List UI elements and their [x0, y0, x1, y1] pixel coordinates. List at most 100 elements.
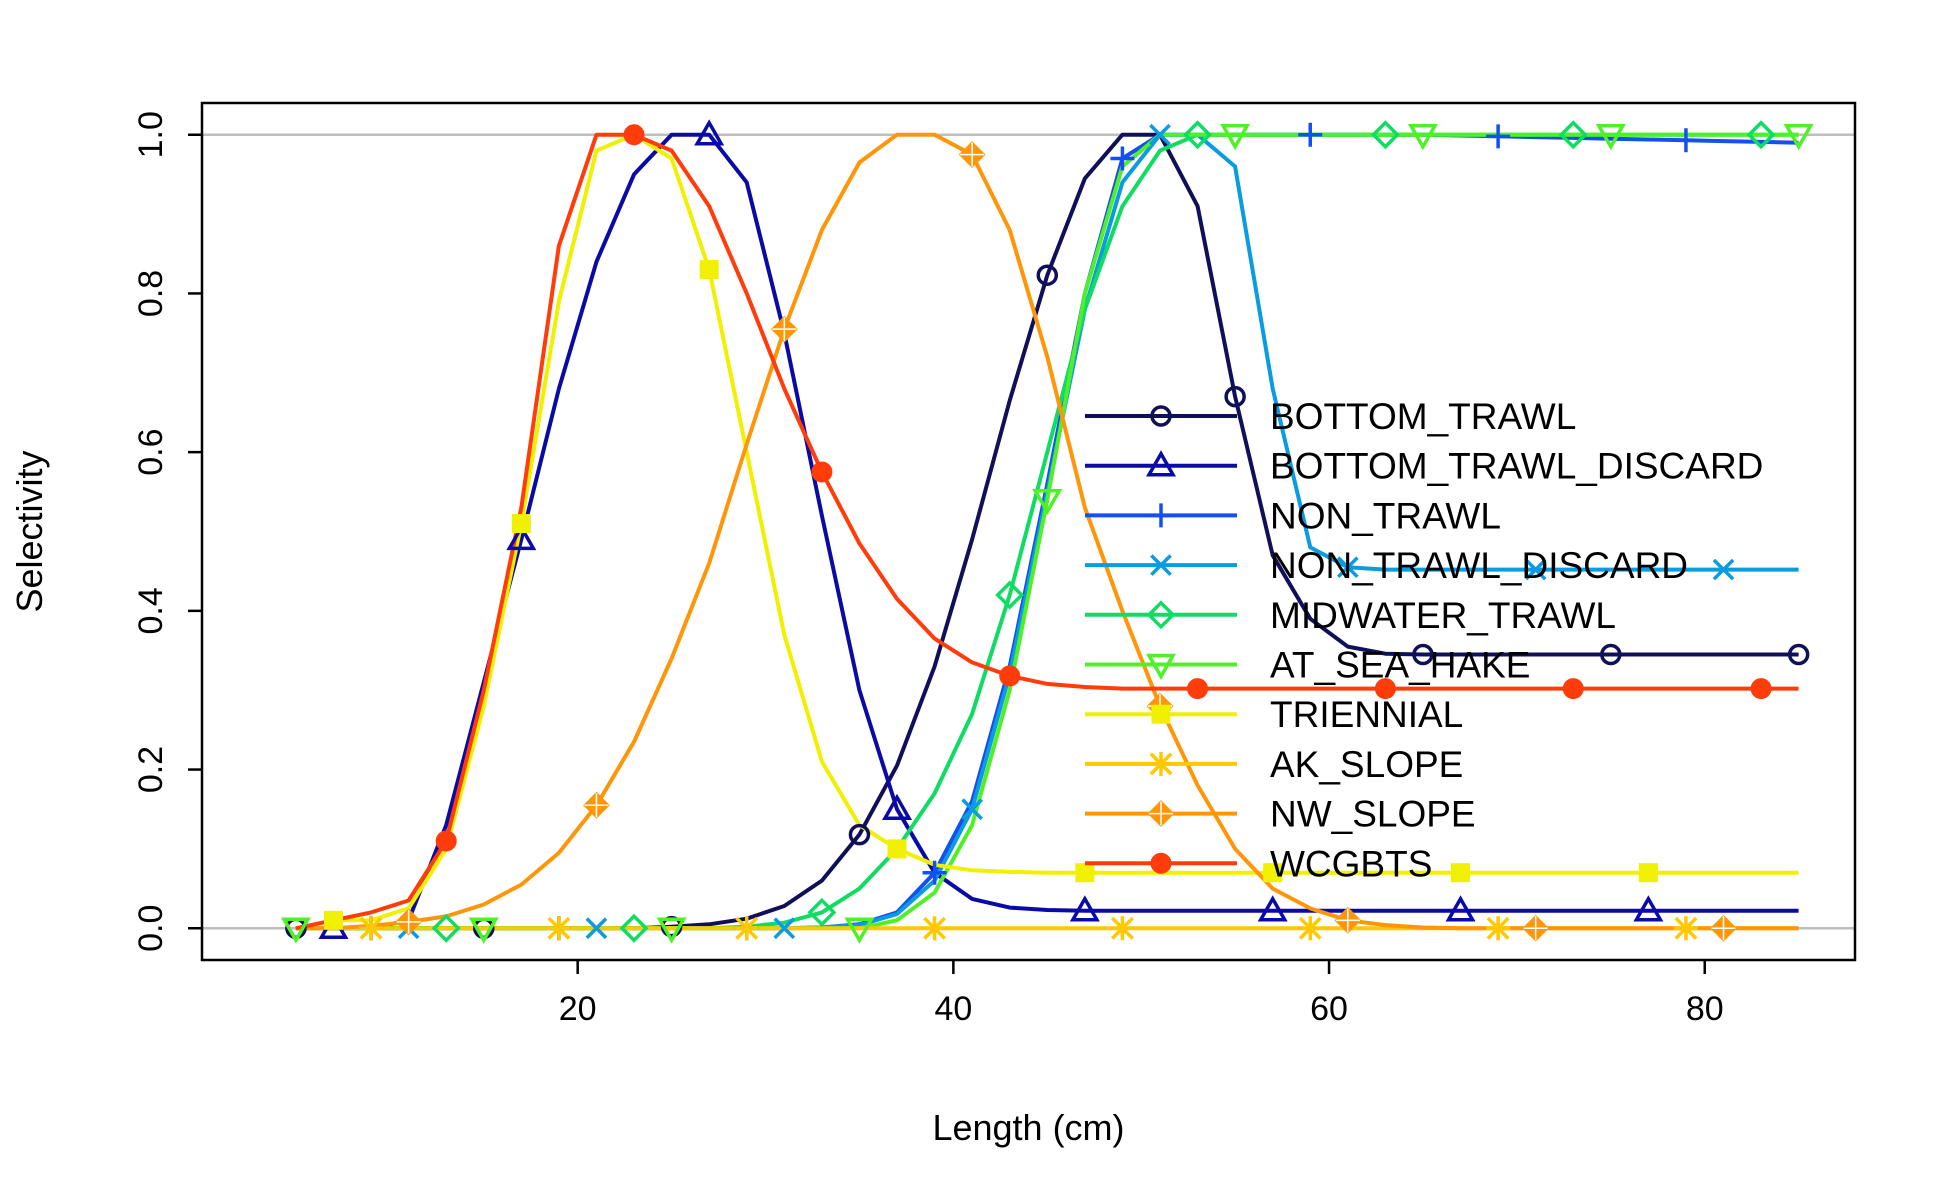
series-line-bottom-trawl-discard	[295, 132, 1799, 931]
data-point	[1412, 643, 1434, 666]
legend-label: AT_SEA_HAKE	[1270, 645, 1530, 686]
legend-marker	[1146, 600, 1176, 630]
series-markers-triennial	[323, 260, 1658, 930]
data-point	[1523, 916, 1548, 941]
legend: BOTTOM_TRAWL BOTTOM_TRAWL_DISCARD NON_TRAW…	[1085, 396, 1763, 884]
legend-marker	[1145, 450, 1177, 477]
data-point	[511, 514, 531, 534]
data-point	[1633, 895, 1664, 922]
data-point	[1486, 124, 1511, 149]
y-tick-label: 0.6	[132, 429, 170, 476]
data-point	[1787, 643, 1810, 666]
data-point	[772, 317, 797, 342]
legend-label: NW_SLOPE	[1270, 794, 1476, 835]
x-tick-label: 80	[1686, 990, 1724, 1028]
data-point	[1673, 916, 1698, 941]
data-point	[1600, 643, 1622, 666]
legend-marker	[1150, 405, 1172, 427]
data-point	[656, 917, 687, 944]
legend-marker	[1145, 653, 1177, 681]
series-markers-midwater-trawl	[431, 120, 1776, 943]
data-point	[1149, 123, 1171, 146]
legend-marker	[1151, 704, 1171, 724]
data-point	[1445, 895, 1476, 922]
legend-item: AK_SLOPE	[1085, 744, 1463, 785]
data-point	[1407, 123, 1438, 151]
legend-marker	[1150, 554, 1172, 576]
data-point	[506, 523, 537, 551]
data-point	[999, 665, 1021, 687]
series-markers-ak-slope	[359, 916, 1698, 941]
data-point	[1673, 128, 1698, 153]
data-point	[1562, 678, 1584, 700]
plot-frame	[200, 101, 1857, 962]
y-axis-title: Selectivity	[9, 450, 50, 612]
legend-label: NON_TRAWL_DISCARD	[1270, 545, 1688, 586]
data-point	[1036, 264, 1059, 286]
y-tick-label: 1.0	[132, 111, 170, 158]
legend-label: TRIENNIAL	[1270, 694, 1463, 735]
data-point	[1335, 908, 1360, 933]
legend-item: MIDWATER_TRAWL	[1085, 595, 1616, 636]
series-line-wcgbts	[295, 132, 1799, 931]
data-point	[922, 860, 947, 885]
data-point	[359, 916, 384, 941]
legend-label: BOTTOM_TRAWL	[1270, 396, 1576, 437]
data-point	[734, 916, 759, 941]
data-point	[881, 793, 913, 820]
data-point	[1032, 489, 1063, 516]
data-point	[1220, 123, 1251, 151]
data-point	[1750, 678, 1772, 700]
legend-item: BOTTOM_TRAWL_DISCARD	[1085, 446, 1763, 487]
data-point	[1257, 895, 1288, 922]
legend-item: NW_SLOPE	[1085, 794, 1476, 835]
data-point	[1183, 120, 1213, 150]
data-point	[1638, 863, 1658, 883]
data-point	[1486, 916, 1511, 941]
data-point	[960, 142, 985, 167]
data-point	[1595, 123, 1626, 151]
y-tick-label: 0.0	[132, 905, 170, 952]
data-point	[396, 909, 421, 934]
legend-item: BOTTOM_TRAWL	[1085, 396, 1576, 437]
data-point	[1524, 558, 1547, 581]
data-point	[1370, 120, 1400, 150]
data-point	[1783, 123, 1814, 151]
data-point	[585, 917, 608, 940]
legend-marker	[1150, 852, 1172, 874]
data-point	[1110, 916, 1135, 941]
y-tick-label: 0.2	[132, 746, 170, 793]
data-point	[1451, 863, 1471, 883]
data-point	[546, 916, 571, 941]
data-point	[807, 897, 837, 927]
y-axis: 0.0 0.2 0.4 0.6 0.8 1.0	[132, 111, 202, 952]
data-point	[1224, 385, 1246, 408]
data-point	[1110, 146, 1135, 171]
x-axis-title: Length (cm)	[932, 1107, 1124, 1148]
x-tick-label: 60	[1310, 990, 1348, 1028]
legend-item: TRIENNIAL	[1085, 694, 1463, 735]
data-point	[922, 916, 947, 941]
data-point	[1263, 863, 1283, 883]
data-point	[1558, 120, 1588, 150]
data-point	[623, 124, 645, 146]
legend-item: NON_TRAWL	[1085, 495, 1501, 536]
legend-item: NON_TRAWL_DISCARD	[1085, 545, 1688, 586]
legend-label: WCGBTS	[1270, 843, 1432, 884]
x-axis: 20 40 60 80	[559, 960, 1724, 1028]
series-markers-wcgbts	[435, 124, 1772, 852]
legend-marker	[1149, 503, 1173, 528]
legend-label: NON_TRAWL	[1270, 495, 1501, 536]
data-point	[323, 910, 343, 930]
legend-item: WCGBTS	[1085, 843, 1432, 884]
data-point	[280, 917, 311, 944]
data-point	[699, 260, 719, 280]
data-point	[1712, 558, 1735, 581]
data-point	[1069, 895, 1100, 922]
legend-label: AK_SLOPE	[1270, 744, 1463, 785]
x-tick-label: 20	[559, 990, 597, 1028]
x-tick-label: 40	[934, 990, 972, 1028]
data-point	[584, 793, 609, 818]
